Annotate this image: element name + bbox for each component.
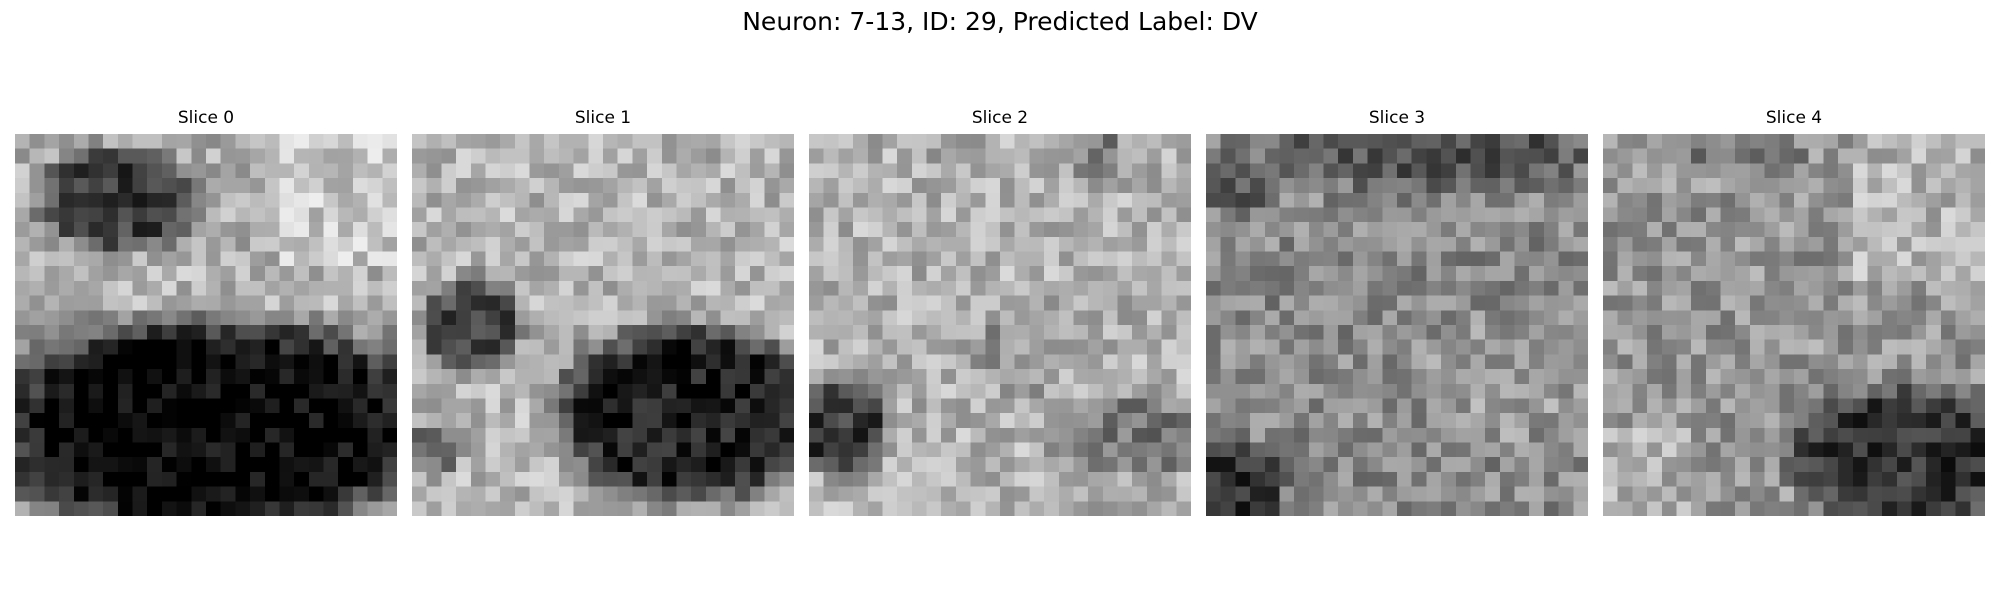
slice-title: Slice 4 [1603,104,1985,134]
slice-panel-0: Slice 0 [15,104,397,516]
slice-title: Slice 2 [809,104,1191,134]
slice-panel-4: Slice 4 [1603,104,1985,516]
slice-image [1603,134,1985,516]
slice-title: Slice 3 [1206,104,1588,134]
slice-image [15,134,397,516]
slice-image [412,134,794,516]
slice-panel-1: Slice 1 [412,104,794,516]
slice-image [1206,134,1588,516]
slice-panel-2: Slice 2 [809,104,1191,516]
slice-title: Slice 1 [412,104,794,134]
slice-panel-3: Slice 3 [1206,104,1588,516]
slice-title: Slice 0 [15,104,397,134]
figure-title: Neuron: 7-13, ID: 29, Predicted Label: D… [0,6,2000,38]
slice-image [809,134,1191,516]
